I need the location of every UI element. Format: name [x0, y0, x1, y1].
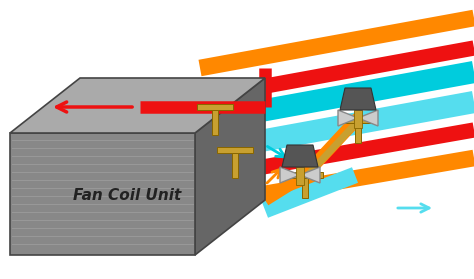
Polygon shape — [355, 123, 361, 143]
Polygon shape — [340, 117, 376, 123]
Polygon shape — [287, 172, 323, 178]
Polygon shape — [10, 78, 265, 133]
Polygon shape — [338, 110, 378, 126]
Polygon shape — [302, 178, 308, 198]
Polygon shape — [282, 145, 318, 167]
Polygon shape — [340, 88, 376, 110]
Text: Fan Coil Unit: Fan Coil Unit — [73, 187, 181, 203]
Polygon shape — [195, 78, 265, 255]
Polygon shape — [217, 147, 253, 153]
Polygon shape — [280, 167, 320, 183]
Polygon shape — [232, 153, 238, 178]
Polygon shape — [296, 167, 304, 185]
Polygon shape — [212, 110, 218, 135]
Polygon shape — [10, 133, 195, 255]
Polygon shape — [197, 104, 233, 110]
Polygon shape — [354, 110, 362, 128]
